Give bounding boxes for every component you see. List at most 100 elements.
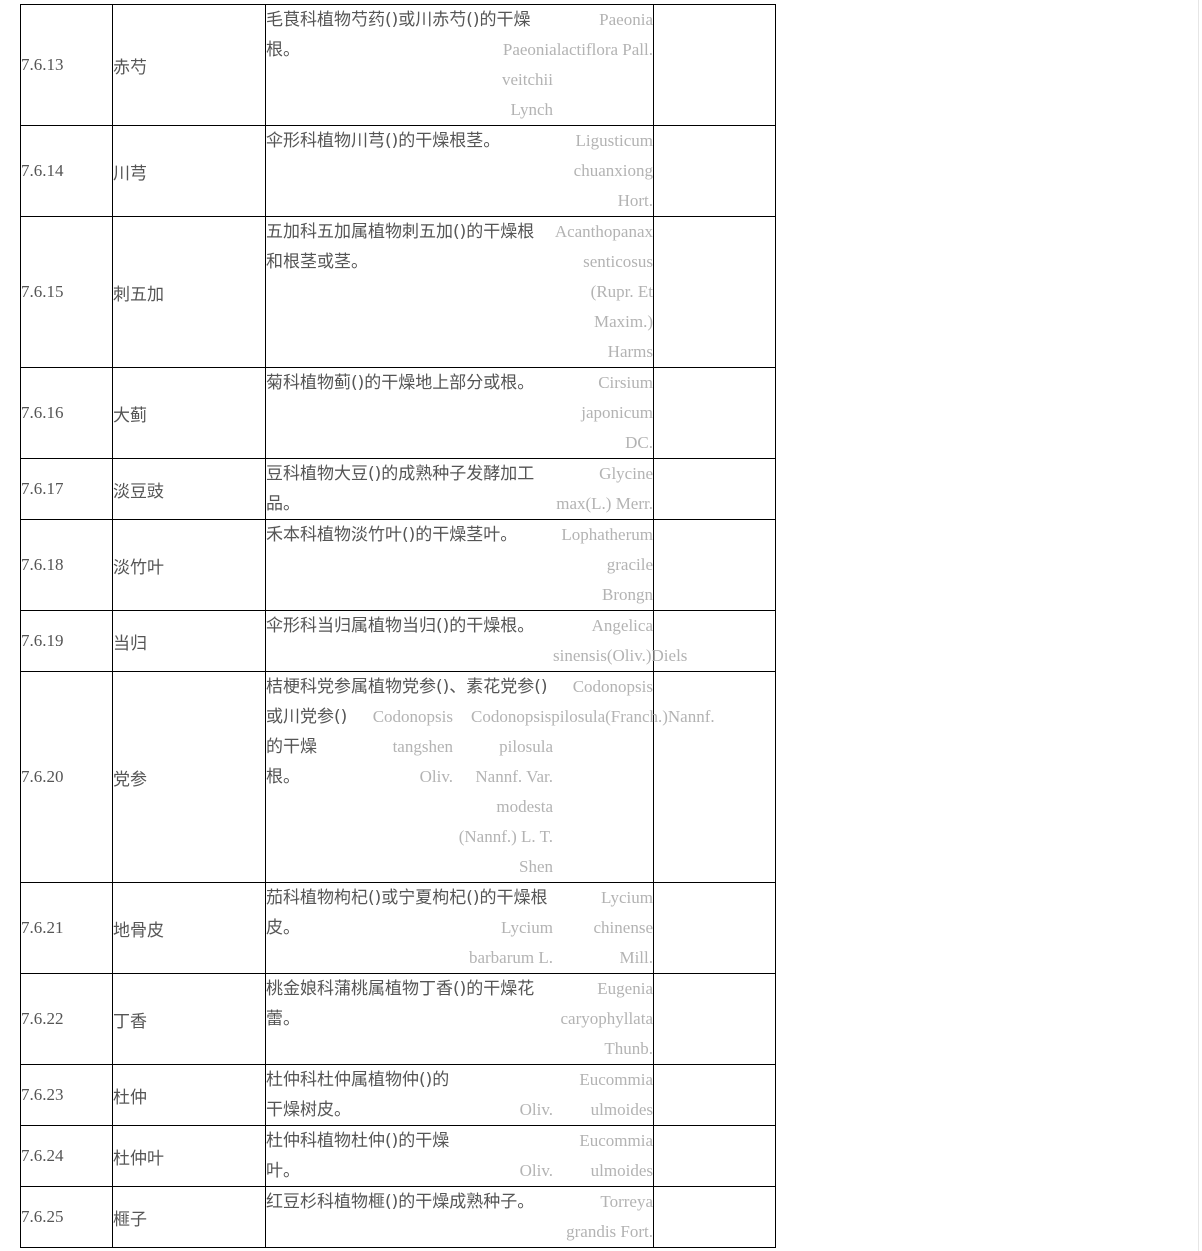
latin-line: (Nannf.) L. T.	[458, 827, 553, 846]
herb-description: 菊科植物蓟()的干燥地上部分或根。 Cirsium japonicum DC.	[265, 367, 654, 459]
description-line: 干燥树皮。	[266, 1100, 351, 1120]
description-text: 杜仲科植物杜仲()的干燥 叶。	[266, 1126, 449, 1186]
latin-name: Oliv.	[520, 1156, 553, 1186]
herb-description: 红豆杉科植物榧()的干燥成熟种子。 Torreya grandis Fort.	[265, 1186, 654, 1248]
latin-line: Paeonia	[599, 10, 653, 29]
latin-line: gracile	[606, 555, 653, 574]
latin-line: barbarum L.	[468, 948, 553, 967]
latin-line: chuanxiong	[573, 161, 653, 180]
latin-line: pilosula	[499, 737, 553, 756]
herb-name: 淡豆豉	[112, 458, 266, 520]
latin-name: Codonopsispilosula(Franch.)Nannf.	[471, 702, 715, 732]
latin-line: modesta	[496, 797, 553, 816]
description-text: 伞形科植物川芎()的干燥根茎。	[266, 126, 500, 156]
latin-name: Lycium barbarum L.	[469, 913, 553, 973]
description-text: 豆科植物大豆()的成熟种子发酵加工 品。	[266, 459, 534, 519]
herb-name: 淡竹叶	[112, 519, 266, 611]
latin-name: Eugenia caryophyllata Thunb.	[560, 974, 653, 1064]
description-line: 根。	[266, 767, 300, 787]
latin-line: tangshen	[392, 737, 453, 756]
latin-line: japonicum	[581, 403, 653, 422]
latin-line: Eucommia	[579, 1070, 653, 1089]
description-text: 菊科植物蓟()的干燥地上部分或根。	[266, 368, 534, 398]
latin-name: Lophatherum gracile Brongn	[561, 520, 653, 610]
table-row: 7.6.17 淡豆豉 豆科植物大豆()的成熟种子发酵加工 品。 Glycine max(L…	[20, 458, 776, 520]
latin-line: (Rupr. Et	[590, 282, 653, 301]
herb-description: 毛茛科植物芍药()或川赤芍()的干燥 根。 Paeonia Paeonialactif…	[265, 4, 654, 126]
latin-line: Codonopsis	[572, 677, 653, 696]
description-line: 蕾。	[266, 1009, 300, 1029]
latin-name: Torreya grandis Fort.	[566, 1187, 653, 1247]
description-line: 伞形科当归属植物当归()的干燥根。	[266, 616, 535, 636]
latin-line: Maxim.)	[593, 312, 653, 331]
item-code: 7.6.21	[20, 882, 113, 974]
latin-line: DC.	[625, 433, 653, 452]
table-row: 7.6.15 刺五加 五加科五加属植物刺五加()的干燥根 和根茎或茎。 Acanthop…	[20, 216, 776, 368]
empty-cell	[653, 671, 776, 883]
herb-description: 杜仲科杜仲属植物仲()的 干燥树皮。 Eucommia ulmoides Oliv.	[265, 1064, 654, 1126]
latin-line: Lycium	[501, 918, 553, 937]
latin-line: Mill.	[619, 948, 653, 967]
latin-line: Paeonialactiflora Pall.	[502, 40, 653, 59]
latin-line: Angelica	[591, 616, 653, 635]
herb-name: 刺五加	[112, 216, 266, 368]
empty-cell	[653, 216, 776, 368]
description-text: 红豆杉科植物榧()的干燥成熟种子。	[266, 1187, 534, 1217]
latin-line: Nannf. Var.	[475, 767, 553, 786]
herb-description: 茄科植物枸杞()或宁夏枸杞()的干燥根 皮。 Lycium chinense Mill.…	[265, 882, 654, 974]
item-code: 7.6.22	[20, 973, 113, 1065]
latin-line: Codonopsispilosula(Franch.)Nannf.	[471, 707, 715, 726]
latin-name: Lycium chinense Mill.	[594, 883, 653, 973]
latin-line: Brongn	[602, 585, 653, 604]
empty-cell	[653, 1186, 776, 1248]
latin-line: Thunb.	[604, 1039, 653, 1058]
herb-name: 杜仲叶	[112, 1125, 266, 1187]
latin-name: pilosula Nannf. Var. modesta (Nannf.) L. T.…	[459, 732, 553, 882]
latin-line: Shen	[519, 857, 553, 876]
latin-name: Cirsium japonicum DC.	[581, 368, 653, 458]
table-row: 7.6.22 丁香 桃金娘科蒲桃属植物丁香()的干燥花 蕾。 Eugenia caryop…	[20, 973, 776, 1065]
description-text: 五加科五加属植物刺五加()的干燥根 和根茎或茎。	[266, 217, 534, 277]
latin-line: chinense	[593, 918, 653, 937]
description-text: 桃金娘科蒲桃属植物丁香()的干燥花 蕾。	[266, 974, 534, 1034]
herb-name: 赤芍	[112, 4, 266, 126]
latin-name: Glycine max(L.) Merr.	[556, 459, 653, 519]
table-row: 7.6.23 杜仲 杜仲科杜仲属植物仲()的 干燥树皮。 Eucommia ulmoide…	[20, 1064, 776, 1126]
latin-line: Cirsium	[598, 373, 653, 392]
herb-table: 7.6.13 赤芍 毛茛科植物芍药()或川赤芍()的干燥 根。 Paeonia Paeon…	[20, 4, 776, 1248]
empty-cell	[653, 125, 776, 217]
herb-description: 伞形科植物川芎()的干燥根茎。 Ligusticum chuanxiong Hort.	[265, 125, 654, 217]
herb-description: 伞形科当归属植物当归()的干燥根。 Angelica sinensis(Oliv.)…	[265, 610, 687, 672]
empty-cell	[653, 458, 776, 520]
herb-description: 豆科植物大豆()的成熟种子发酵加工 品。 Glycine max(L.) Merr.	[265, 458, 654, 520]
latin-name: veitchii Lynch	[502, 65, 553, 125]
item-code: 7.6.19	[20, 610, 113, 672]
item-code: 7.6.18	[20, 519, 113, 611]
latin-line: Glycine	[599, 464, 653, 483]
latin-line: Oliv.	[519, 1100, 553, 1119]
latin-name: Paeonia Paeonialactiflora Pall.	[503, 5, 653, 65]
table-row: 7.6.21 地骨皮 茄科植物枸杞()或宁夏枸杞()的干燥根 皮。 Lycium chin…	[20, 882, 776, 974]
description-line: 桔梗科党参属植物党参()、素花党参()	[266, 677, 548, 697]
description-line: 根。	[266, 40, 300, 60]
item-code: 7.6.17	[20, 458, 113, 520]
empty-cell	[653, 519, 776, 611]
table-row: 7.6.14 川芎 伞形科植物川芎()的干燥根茎。 Ligusticum chuanxi…	[20, 125, 776, 217]
description-line: 的干燥	[266, 737, 317, 757]
latin-line: Acanthopanax	[554, 222, 653, 241]
description-text: 茄科植物枸杞()或宁夏枸杞()的干燥根 皮。	[266, 883, 548, 943]
empty-cell	[653, 367, 776, 459]
description-line: 禾本科植物淡竹叶()的干燥茎叶。	[266, 525, 518, 545]
empty-cell	[653, 4, 776, 126]
latin-line: Eugenia	[597, 979, 653, 998]
latin-name: Eucommia ulmoides	[579, 1065, 653, 1125]
table-row: 7.6.16 大蓟 菊科植物蓟()的干燥地上部分或根。 Cirsium japonicu…	[20, 367, 776, 459]
description-line: 伞形科植物川芎()的干燥根茎。	[266, 131, 501, 151]
latin-line: Hort.	[617, 191, 653, 210]
item-code: 7.6.16	[20, 367, 113, 459]
latin-line: Lynch	[510, 100, 554, 119]
herb-name: 榧子	[112, 1186, 266, 1248]
description-text: 杜仲科杜仲属植物仲()的 干燥树皮。	[266, 1065, 449, 1125]
description-text: 伞形科当归属植物当归()的干燥根。	[266, 611, 534, 641]
latin-line: caryophyllata	[560, 1009, 653, 1028]
